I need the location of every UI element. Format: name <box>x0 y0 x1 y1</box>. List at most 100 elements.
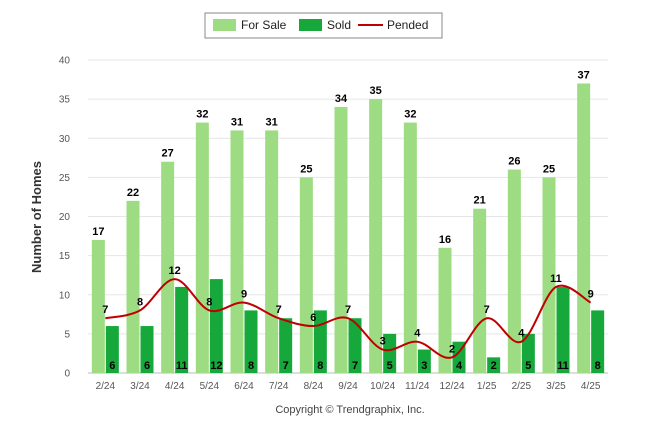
label-sold: 2 <box>491 360 497 372</box>
bar-sold <box>487 357 501 373</box>
bars <box>91 83 605 373</box>
label-pended: 2 <box>449 343 455 355</box>
label-sold: 7 <box>283 360 289 372</box>
bar-for-sale <box>299 177 313 373</box>
label-pended: 11 <box>550 273 562 285</box>
label-sold: 11 <box>176 360 188 372</box>
x-axis-ticks: 2/24 3/24 4/24 5/24 6/24 7/24 8/24 9/24 10/24 11/… <box>96 381 601 392</box>
legend-label-sold: Sold <box>327 18 351 32</box>
x-tick-label: 2/25 <box>512 381 532 392</box>
label-for-sale: 32 <box>196 109 208 121</box>
y-tick-label: 25 <box>59 173 71 184</box>
label-for-sale: 16 <box>439 234 451 246</box>
value-labels: 1767226827111232128318931772586347735533… <box>92 69 601 372</box>
bar-sold <box>521 333 535 373</box>
label-pended: 4 <box>518 328 525 340</box>
bar-sold <box>279 318 293 373</box>
legend-label-for-sale: For Sale <box>241 18 287 32</box>
label-pended: 3 <box>380 336 386 348</box>
label-sold: 12 <box>210 360 222 372</box>
label-for-sale: 34 <box>335 93 348 105</box>
x-tick-label: 3/24 <box>130 381 150 392</box>
legend-swatch-sold <box>299 19 322 31</box>
label-sold: 3 <box>421 360 427 372</box>
bar-sold <box>175 286 189 373</box>
bar-for-sale <box>403 122 417 373</box>
bar-for-sale <box>195 122 209 373</box>
label-for-sale: 31 <box>231 116 243 128</box>
bar-sold <box>209 279 223 373</box>
label-pended: 8 <box>137 296 143 308</box>
bar-sold <box>591 310 605 373</box>
legend: For Sale Sold Pended <box>204 12 443 39</box>
y-tick-label: 0 <box>64 369 70 380</box>
label-for-sale: 31 <box>266 116 278 128</box>
label-sold: 6 <box>109 360 115 372</box>
bar-sold <box>383 333 397 373</box>
y-tick-label: 30 <box>59 134 71 145</box>
pended-line <box>105 278 592 359</box>
legend-box <box>204 12 443 39</box>
y-axis-ticks: 0 5 10 15 20 25 30 35 40 <box>59 56 71 380</box>
bar-sold <box>105 326 119 373</box>
y-axis-title: Number of Homes <box>29 161 44 273</box>
bar-for-sale <box>126 200 140 373</box>
label-for-sale: 26 <box>508 156 520 168</box>
label-pended: 9 <box>241 289 247 301</box>
grid-lines <box>88 59 608 374</box>
label-for-sale: 21 <box>474 195 486 207</box>
x-tick-label: 5/24 <box>200 381 220 392</box>
x-tick-label: 4/25 <box>581 381 601 392</box>
label-pended: 7 <box>102 304 108 316</box>
bar-sold <box>417 349 431 373</box>
x-tick-label: 3/25 <box>546 381 566 392</box>
bar-for-sale <box>577 83 591 373</box>
label-sold: 6 <box>144 360 150 372</box>
bar-for-sale <box>265 130 279 373</box>
label-pended: 8 <box>206 296 212 308</box>
label-for-sale: 35 <box>370 85 382 97</box>
pended-line-path <box>105 278 592 359</box>
bar-sold <box>556 286 570 373</box>
label-for-sale: 25 <box>543 163 555 175</box>
bar-sold <box>348 318 362 373</box>
bar-for-sale <box>230 130 244 373</box>
y-tick-label: 10 <box>59 290 71 301</box>
x-tick-label: 10/24 <box>370 381 395 392</box>
label-for-sale: 25 <box>300 163 312 175</box>
label-for-sale: 32 <box>404 109 416 121</box>
bar-for-sale <box>542 177 556 373</box>
label-sold: 5 <box>525 360 531 372</box>
x-tick-label: 2/24 <box>96 381 116 392</box>
bar-for-sale <box>161 161 175 373</box>
x-tick-label: 7/24 <box>269 381 289 392</box>
label-pended: 12 <box>169 265 181 277</box>
legend-swatch-for-sale <box>213 19 236 31</box>
bar-sold <box>244 310 258 373</box>
x-tick-label: 9/24 <box>338 381 358 392</box>
label-sold: 7 <box>352 360 358 372</box>
label-sold: 11 <box>557 360 569 372</box>
x-tick-label: 8/24 <box>304 381 324 392</box>
x-tick-label: 11/24 <box>405 381 430 392</box>
label-pended: 7 <box>276 304 282 316</box>
y-tick-label: 40 <box>59 56 71 67</box>
label-for-sale: 17 <box>92 226 104 238</box>
legend-label-pended: Pended <box>387 18 428 32</box>
label-pended: 7 <box>345 304 351 316</box>
bar-sold <box>140 326 154 373</box>
x-tick-label: 4/24 <box>165 381 185 392</box>
label-sold: 8 <box>248 360 254 372</box>
bar-for-sale <box>438 247 452 373</box>
bar-for-sale <box>91 239 105 373</box>
label-sold: 5 <box>387 360 393 372</box>
label-pended: 6 <box>310 312 316 324</box>
label-sold: 4 <box>456 360 463 372</box>
bar-for-sale <box>334 106 348 373</box>
bar-for-sale <box>507 169 521 373</box>
label-sold: 8 <box>595 360 601 372</box>
x-tick-label: 12/24 <box>439 381 464 392</box>
label-for-sale: 22 <box>127 187 139 199</box>
label-for-sale: 37 <box>578 69 590 81</box>
